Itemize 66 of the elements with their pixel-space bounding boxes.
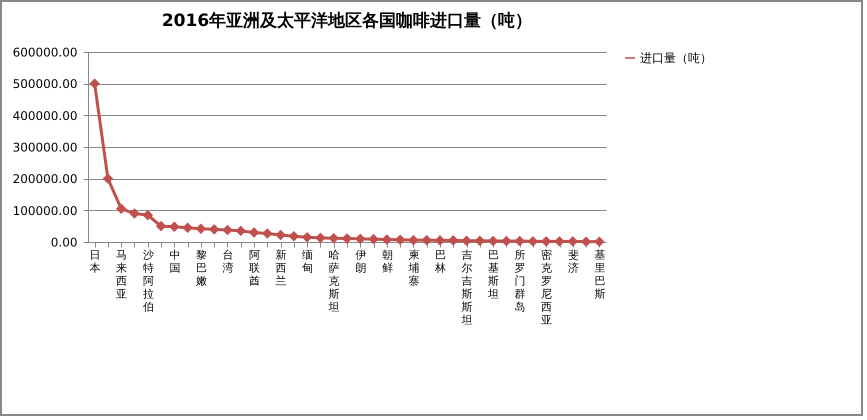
y-tick-label: 600000.00	[12, 46, 78, 60]
point	[382, 234, 392, 245]
x-tick-label: 伊朗	[355, 248, 366, 274]
point	[248, 227, 260, 238]
x-tick-label: 新西兰	[276, 248, 287, 288]
point	[89, 78, 100, 89]
point	[302, 232, 312, 242]
x-tick-label: 哈萨克斯坦	[328, 248, 340, 314]
point	[461, 235, 472, 246]
point	[568, 236, 578, 247]
x-tick-label: 所罗门群岛	[514, 248, 526, 314]
point	[129, 208, 140, 219]
point	[580, 236, 592, 247]
x-tick-label: 密克罗尼西亚	[541, 248, 552, 326]
x-tick-label: 日本	[90, 248, 101, 274]
point	[142, 210, 154, 220]
point	[196, 223, 206, 234]
x-tick-label: 沙特阿拉伯	[142, 248, 154, 314]
point	[236, 226, 246, 236]
point	[342, 233, 352, 244]
x-tick-label: 斐济	[568, 248, 579, 274]
x-tick-label: 柬埔寨	[407, 248, 420, 288]
x-tick-label: 黎巴嫩	[196, 248, 207, 288]
point	[488, 236, 498, 246]
point	[116, 204, 126, 214]
x-tick-label: 巴林	[434, 248, 446, 274]
point	[408, 234, 419, 246]
y-tick-label: 0.00	[50, 236, 78, 250]
chart-title: 2016年亚洲及太平洋地区各国咖啡进口量（吨）	[162, 11, 532, 31]
point	[102, 173, 114, 184]
x-tick-label: 阿联酋	[249, 248, 260, 288]
x-tick-label: 朝鲜	[382, 248, 393, 274]
point	[275, 230, 286, 240]
point	[368, 234, 379, 244]
point	[182, 222, 193, 233]
x-tick-label: 中国	[169, 248, 180, 274]
point	[448, 235, 458, 246]
point	[328, 232, 339, 244]
point	[421, 234, 432, 246]
x-tick-label: 巴基斯坦	[487, 248, 500, 300]
x-tick-label: 马来西亚	[116, 248, 128, 300]
x-tick-label: 缅甸	[302, 248, 314, 274]
point	[394, 234, 406, 246]
y-tick-label: 500000.00	[12, 77, 78, 92]
y-tick-label: 200000.00	[12, 172, 78, 186]
point	[434, 235, 446, 246]
point	[594, 236, 605, 247]
point	[528, 236, 538, 247]
point	[355, 234, 366, 244]
y-tick-label: 400000.00	[12, 108, 78, 123]
point	[315, 232, 326, 244]
point	[262, 228, 273, 239]
legend-label: 进口量（吨）	[640, 51, 712, 65]
point	[208, 224, 220, 235]
point	[540, 236, 552, 247]
x-tick-label: 台湾	[222, 248, 234, 274]
point	[474, 235, 486, 246]
point	[554, 236, 565, 247]
y-tick-label: 100000.00	[12, 204, 78, 218]
point	[222, 224, 233, 236]
y-tick-label: 300000.00	[12, 140, 78, 154]
x-tick-label: 吉尔吉斯斯坦	[460, 248, 473, 326]
point	[288, 231, 300, 242]
x-tick-label: 基里巴斯	[594, 248, 606, 300]
point	[156, 220, 166, 232]
point	[169, 222, 180, 232]
